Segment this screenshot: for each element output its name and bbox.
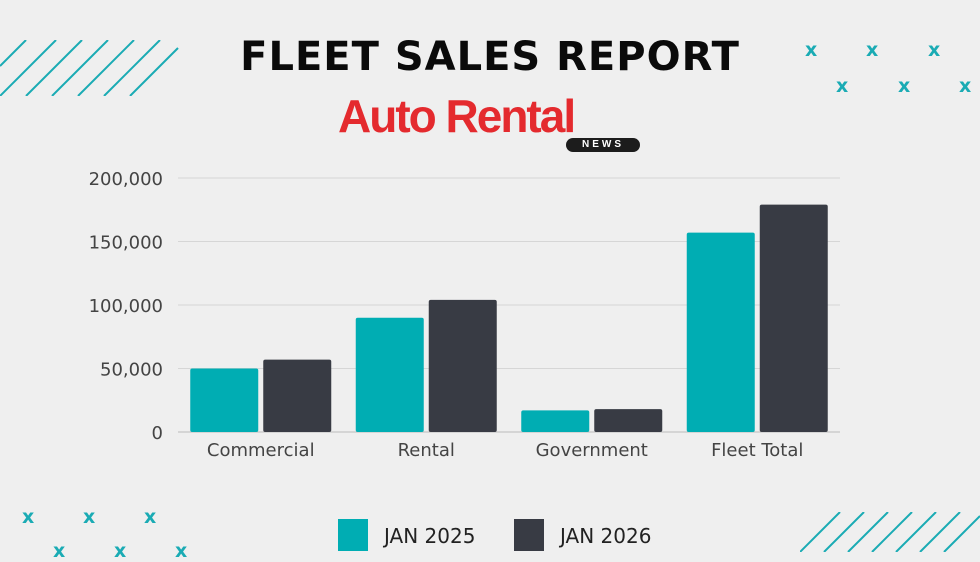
chart-legend: JAN 2025 JAN 2026: [338, 519, 658, 551]
bar-rental-jan-2025: [355, 317, 424, 432]
x-mark-decoration: x: [22, 506, 35, 528]
bar-commercial-jan-2025: [190, 368, 259, 432]
x-tick-label: Rental: [398, 440, 455, 461]
logo-wordmark: Auto Rental: [338, 90, 576, 142]
page-title: FLEET SALES REPORT: [240, 34, 740, 80]
x-mark-decoration: x: [959, 75, 972, 97]
bar-fleet-total-jan-2025: [686, 232, 755, 432]
legend-swatch-jan-2026: [514, 519, 544, 551]
x-mark-decoration: x: [898, 75, 911, 97]
logo-news-badge: NEWS: [566, 138, 640, 152]
x-mark-decoration: x: [866, 39, 879, 61]
legend-label-jan-2026: JAN 2026: [560, 524, 652, 548]
x-mark-decoration: x: [836, 75, 849, 97]
y-tick-label: 0: [152, 423, 163, 444]
x-mark-decoration: x: [805, 39, 818, 61]
bar-fleet-total-jan-2026: [759, 204, 828, 432]
y-tick-label: 100,000: [89, 296, 163, 317]
y-tick-label: 50,000: [100, 360, 163, 381]
x-tick-label: Government: [536, 440, 648, 461]
auto-rental-news-logo: Auto Rental NEWS: [334, 92, 644, 156]
bar-government-jan-2026: [594, 409, 663, 432]
x-mark-decoration: x: [928, 39, 941, 61]
stripes-decoration-top-left: [0, 40, 179, 96]
legend-label-jan-2025: JAN 2025: [384, 524, 476, 548]
stripes-decoration-bottom-right: [800, 512, 980, 552]
x-tick-label: Commercial: [207, 440, 315, 461]
y-tick-label: 150,000: [89, 233, 163, 254]
x-mark-decoration: x: [83, 506, 96, 528]
bar-commercial-jan-2026: [263, 359, 332, 432]
legend-swatch-jan-2025: [338, 519, 368, 551]
bar-rental-jan-2026: [428, 299, 497, 432]
x-tick-label: Fleet Total: [711, 440, 803, 461]
y-tick-label: 200,000: [89, 169, 163, 190]
x-mark-decoration: x: [144, 506, 157, 528]
bar-government-jan-2025: [521, 410, 590, 432]
